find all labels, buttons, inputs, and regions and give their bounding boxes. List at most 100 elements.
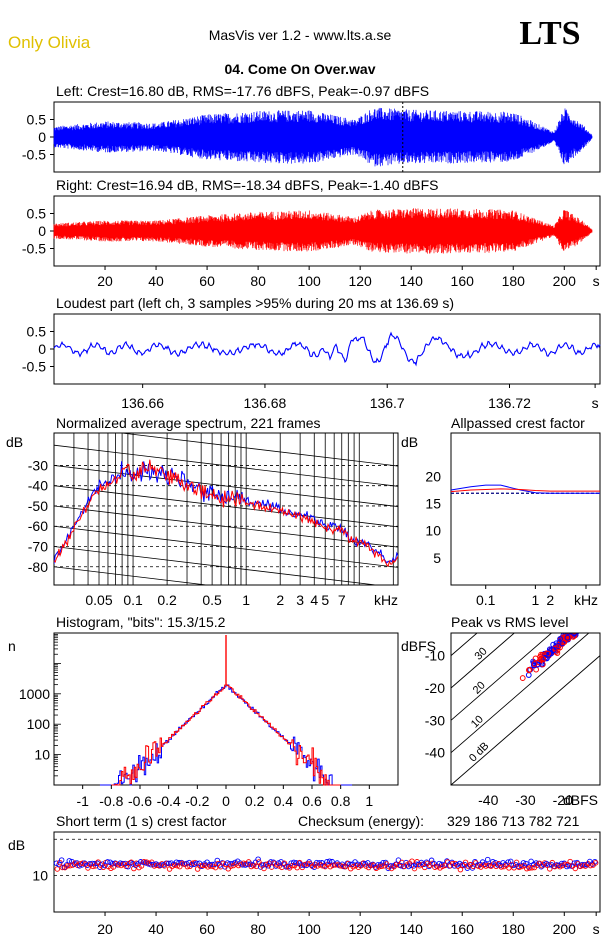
stc-point (59, 864, 66, 871)
loudest-xtick-label: 136.72 (488, 395, 531, 411)
loudest-ytick-label: 0.5 (27, 324, 47, 340)
pvr-point (545, 650, 551, 657)
stc-point (64, 862, 70, 868)
stc-point (324, 858, 330, 865)
allpassed-crest-chart: 20 15 10 5 0.1 1 2 kHz (425, 432, 601, 608)
crest-xtick-label: 2 (546, 592, 554, 608)
left-waveform-ytick-label: 0 (38, 129, 46, 145)
pvr-crest-label: 10 (469, 713, 486, 730)
right-waveform-xtick-label: 100 (297, 273, 321, 289)
histogram-series-right (111, 684, 341, 786)
pvr-point (538, 651, 544, 658)
right-waveform-xtick-label: 80 (250, 273, 266, 289)
spectrum-xtick-label: 0.05 (85, 592, 112, 608)
pvr-crest-line (451, 655, 600, 785)
stc-point (109, 860, 116, 867)
spectrum-slope (118, 433, 398, 467)
loudest-xtick-label: s (592, 395, 599, 411)
pvr-point (570, 633, 574, 634)
right-waveform-title: Right: Crest=16.94 dB, RMS=-18.34 dBFS, … (56, 177, 438, 193)
stc-point (211, 861, 218, 867)
stc-point (579, 861, 585, 868)
stc-point (117, 860, 124, 866)
stc-point (260, 862, 266, 868)
crest-xtick-label: kHz (574, 592, 598, 608)
histogram-chart: 1000 100 10 -1 -0.8 -0.6 -0.4 -0.2 0 0.2 0.4 0.6 0.8… (19, 632, 399, 809)
stc-point (298, 862, 305, 868)
histogram-ytick-label: 100 (27, 716, 51, 732)
right-waveform-xtick-label: 40 (148, 273, 164, 289)
spectrum-grid (54, 433, 398, 585)
stc-point (507, 858, 514, 865)
pvr-point (575, 633, 578, 634)
stc-point (408, 862, 414, 869)
spectrum-xtick-label: 4 (310, 592, 318, 608)
stc-point (485, 862, 492, 869)
stc-point (268, 859, 274, 865)
stc-point (428, 857, 435, 864)
histogram-title: Histogram, "bits": 15.3/15.2 (56, 614, 226, 630)
right-waveform-signal (53, 208, 593, 254)
stc-xtick-label: 80 (250, 921, 266, 937)
spectrum-ytick-label: -50 (28, 498, 48, 514)
stc-point (80, 860, 86, 866)
pvr-crest-line (451, 633, 590, 754)
stc-point (388, 863, 394, 869)
stc-point (265, 863, 272, 869)
loudest-xtick-label: 136.68 (244, 395, 287, 411)
stc-point (510, 862, 517, 869)
pvr-point (571, 627, 576, 632)
pvr-point (570, 633, 575, 634)
pvr-xtick-label: -40 (478, 792, 498, 808)
pvr-point (555, 644, 562, 651)
crest-xtick-label: 0.1 (476, 592, 496, 608)
histogram-xtick-label: 0.4 (274, 793, 294, 809)
stc-point (171, 862, 178, 868)
spectrum-ytick-label: -70 (28, 538, 48, 554)
stc-point (194, 866, 201, 872)
left-waveform-signal (53, 107, 593, 167)
pvr-ytick-label: -30 (425, 712, 445, 728)
pvr-point (571, 633, 578, 636)
stc-point (350, 863, 357, 870)
stc-point (183, 860, 190, 867)
spectrum-ylabel: dB (6, 434, 23, 450)
stc-point (321, 863, 328, 869)
crest-ylabel: dB (401, 434, 418, 450)
crest-series-left (450, 484, 600, 494)
stc-point (449, 859, 455, 866)
histogram-series-left (99, 684, 353, 786)
loudest-xtick-label: 136.7 (370, 395, 405, 411)
right-waveform-xtick-label: 20 (97, 273, 113, 289)
pvr-point (570, 633, 572, 634)
pvr-point (540, 656, 547, 663)
histogram-ytick-label: 1000 (19, 686, 50, 702)
histogram-xtick-label: 1 (365, 793, 373, 809)
spectrum-ytick-label: -80 (28, 559, 48, 575)
stc-point (405, 863, 412, 870)
right-waveform-chart: 0.50 -0.5 20 40 60 80 100 120 140 160 180 200 s (22, 195, 601, 289)
pvr-point (568, 624, 573, 629)
stc-point (212, 864, 219, 871)
right-waveform-xtick-label: 120 (348, 273, 372, 289)
stc-point (283, 864, 289, 870)
user-label: Only Olivia (8, 33, 91, 52)
stc-point (592, 860, 599, 866)
file-name: 04. Come On Over.wav (225, 61, 376, 77)
lts-logo: LTS (519, 15, 580, 52)
stc-point (462, 862, 468, 868)
crest-xtick-label: 1 (531, 592, 539, 608)
histogram-ytick-label: 10 (34, 747, 50, 763)
stc-point (86, 860, 93, 867)
stc-point (255, 856, 261, 862)
spectrum-ytick-label: -40 (28, 478, 48, 494)
histogram-xtick-label: 0.8 (331, 793, 351, 809)
pvr-frame (450, 632, 601, 786)
stc-point (572, 865, 579, 872)
stc-point (311, 864, 317, 870)
stc-point (520, 860, 527, 866)
spectrum-slope (54, 566, 210, 585)
right-waveform-ytick-label: 0.5 (27, 206, 47, 222)
spectrum-series-left (54, 461, 398, 565)
pvr-xtick-label: -20 (553, 792, 573, 808)
